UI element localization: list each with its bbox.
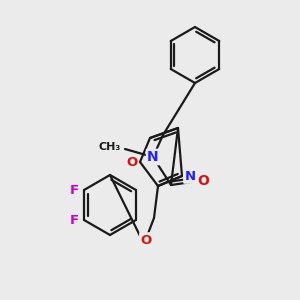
Text: N: N	[184, 169, 196, 182]
Text: N: N	[147, 150, 159, 164]
Text: O: O	[140, 233, 152, 247]
Text: F: F	[70, 184, 79, 196]
Text: CH₃: CH₃	[99, 142, 121, 152]
Text: O: O	[126, 155, 138, 169]
Text: F: F	[70, 214, 79, 226]
Text: O: O	[197, 174, 209, 188]
